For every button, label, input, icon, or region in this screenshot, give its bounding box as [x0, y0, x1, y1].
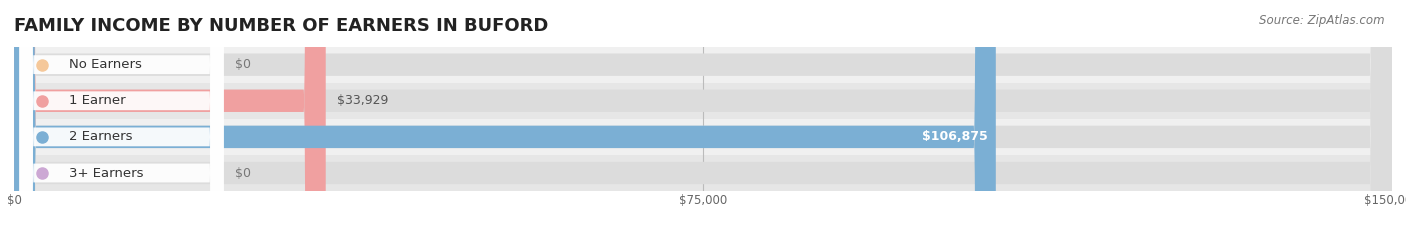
Text: 2 Earners: 2 Earners: [69, 130, 132, 143]
Bar: [14, 155, 1392, 191]
FancyBboxPatch shape: [20, 0, 224, 233]
Bar: [14, 83, 1392, 119]
Text: $0: $0: [235, 167, 250, 179]
FancyBboxPatch shape: [14, 0, 1392, 233]
FancyBboxPatch shape: [14, 0, 1392, 233]
Bar: [14, 119, 1392, 155]
Text: 3+ Earners: 3+ Earners: [69, 167, 143, 179]
FancyBboxPatch shape: [14, 0, 995, 233]
FancyBboxPatch shape: [20, 0, 224, 233]
FancyBboxPatch shape: [14, 0, 1392, 233]
FancyBboxPatch shape: [14, 0, 326, 233]
Text: $106,875: $106,875: [922, 130, 987, 143]
Text: $0: $0: [235, 58, 250, 71]
Text: $33,929: $33,929: [337, 94, 388, 107]
Bar: [14, 47, 1392, 83]
Text: Source: ZipAtlas.com: Source: ZipAtlas.com: [1260, 14, 1385, 27]
FancyBboxPatch shape: [20, 0, 224, 233]
Text: 1 Earner: 1 Earner: [69, 94, 125, 107]
Text: No Earners: No Earners: [69, 58, 142, 71]
FancyBboxPatch shape: [14, 0, 1392, 233]
Text: FAMILY INCOME BY NUMBER OF EARNERS IN BUFORD: FAMILY INCOME BY NUMBER OF EARNERS IN BU…: [14, 17, 548, 35]
FancyBboxPatch shape: [20, 0, 224, 233]
